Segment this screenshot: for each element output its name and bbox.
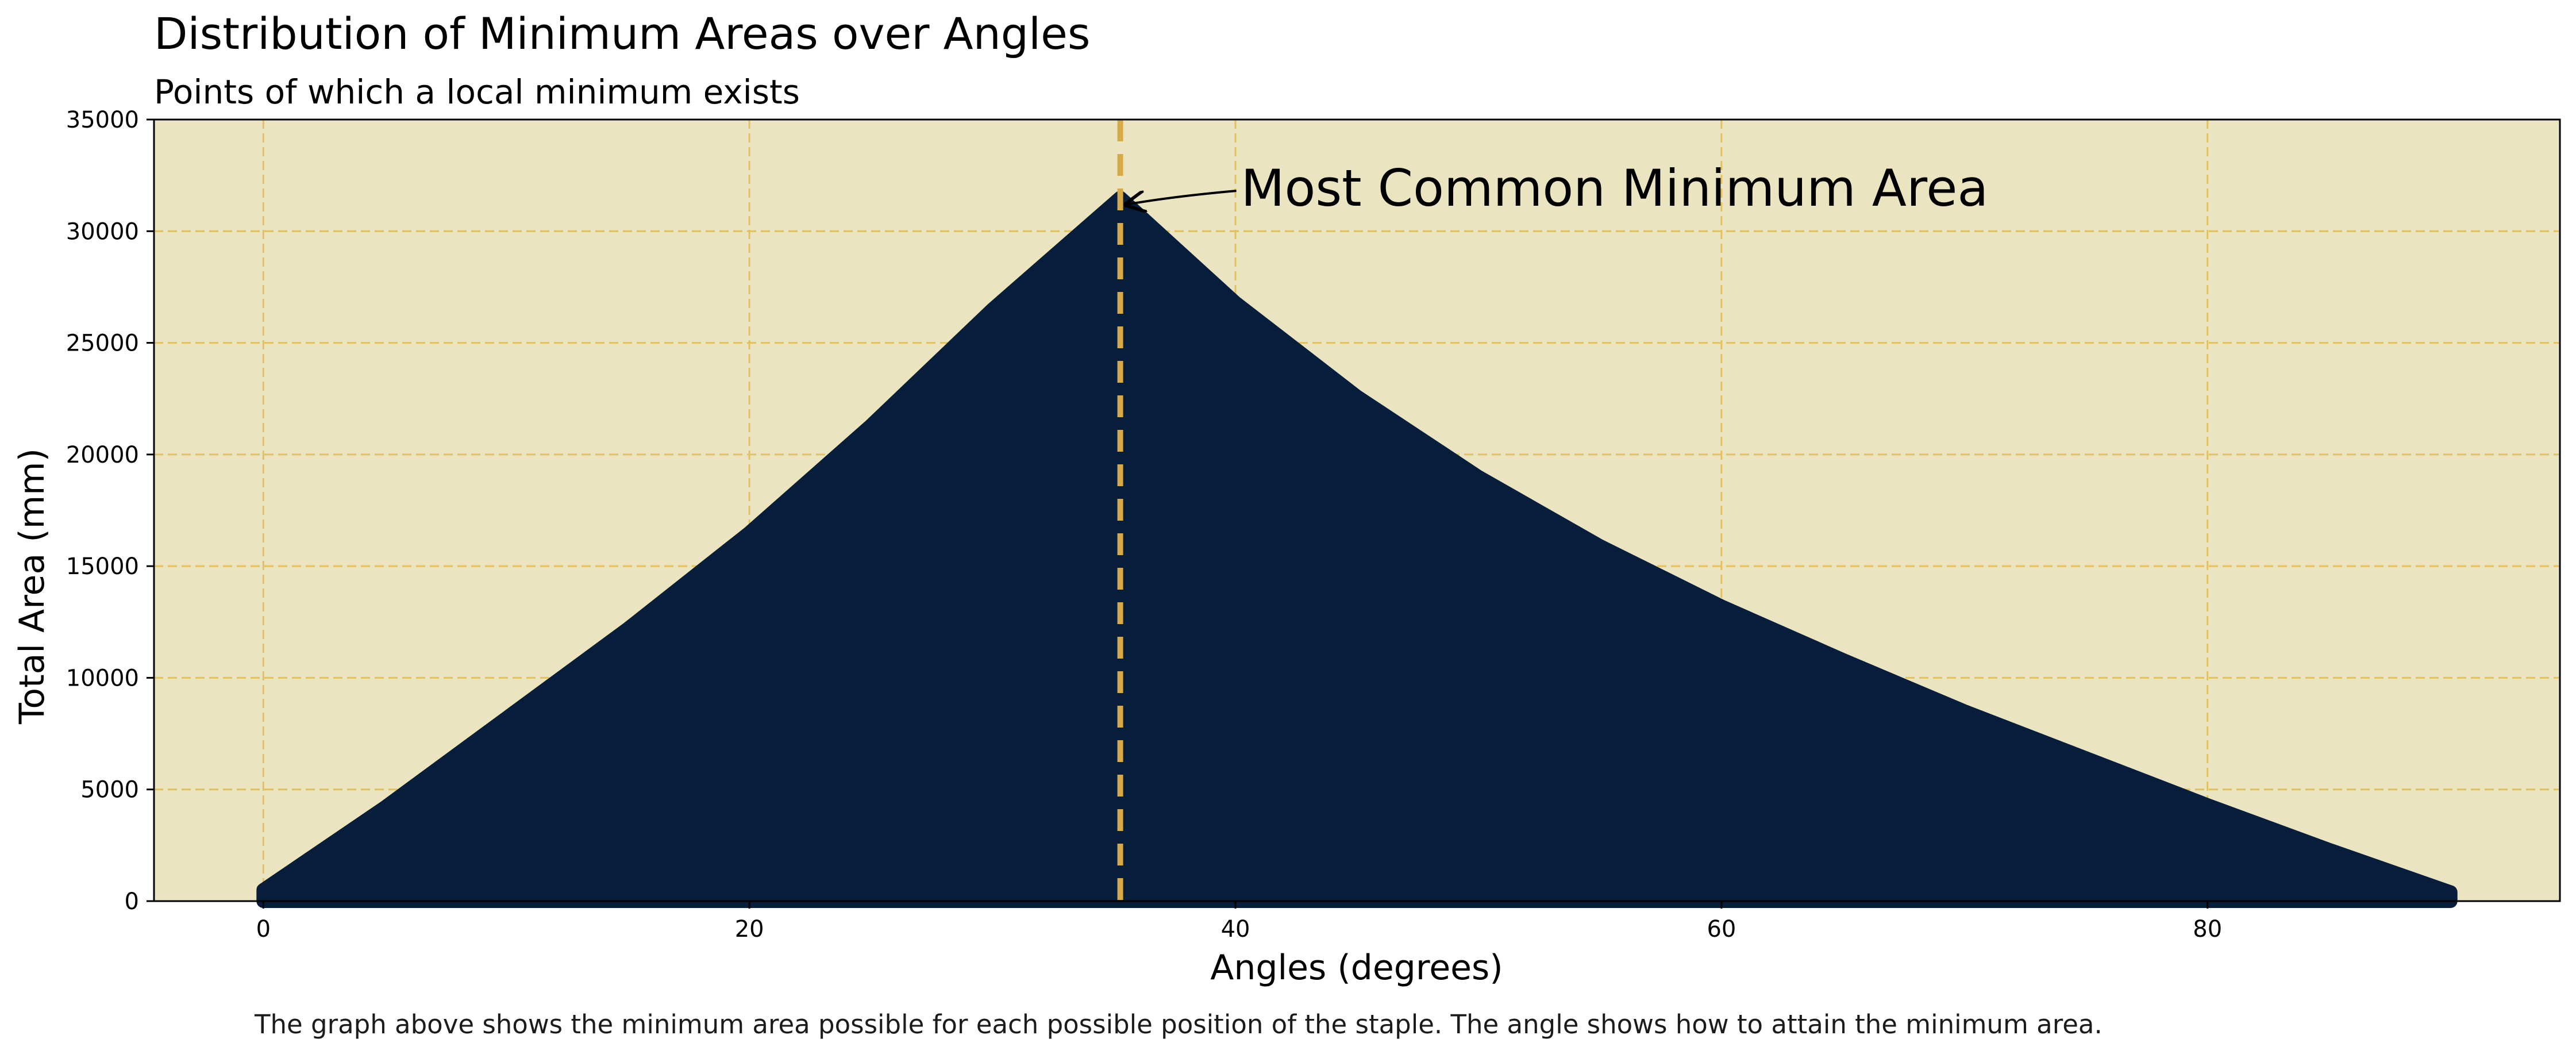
y-tick-label: 5000 bbox=[80, 777, 139, 803]
chart-title: Distribution of Minimum Areas over Angle… bbox=[154, 8, 1091, 59]
y-tick-label: 25000 bbox=[66, 330, 139, 357]
y-tick-label: 15000 bbox=[66, 553, 139, 580]
y-tick-label: 20000 bbox=[66, 442, 139, 468]
chart-subtitle: Points of which a local minimum exists bbox=[154, 72, 800, 111]
x-tick-label: 20 bbox=[735, 916, 764, 942]
y-tick-label: 35000 bbox=[66, 107, 139, 133]
y-tick-label: 10000 bbox=[66, 665, 139, 691]
y-tick-label: 0 bbox=[125, 888, 139, 915]
plot-frame bbox=[153, 118, 2561, 902]
x-tick-label: 0 bbox=[256, 916, 271, 942]
annotation-label: Most Common Minimum Area bbox=[1241, 159, 1989, 218]
x-tick-label: 80 bbox=[2193, 916, 2222, 942]
area-series bbox=[256, 191, 2458, 908]
x-tick-label: 60 bbox=[1707, 916, 1736, 942]
y-axis-label: Total Area (mm) bbox=[12, 448, 52, 725]
annotation-arrow bbox=[1126, 190, 1237, 205]
x-tick-label: 40 bbox=[1221, 916, 1250, 942]
y-tick-label: 30000 bbox=[66, 218, 139, 245]
x-axis-label: Angles (degrees) bbox=[1210, 948, 1503, 988]
chart-footnote: The graph above shows the minimum area p… bbox=[255, 1009, 2103, 1040]
